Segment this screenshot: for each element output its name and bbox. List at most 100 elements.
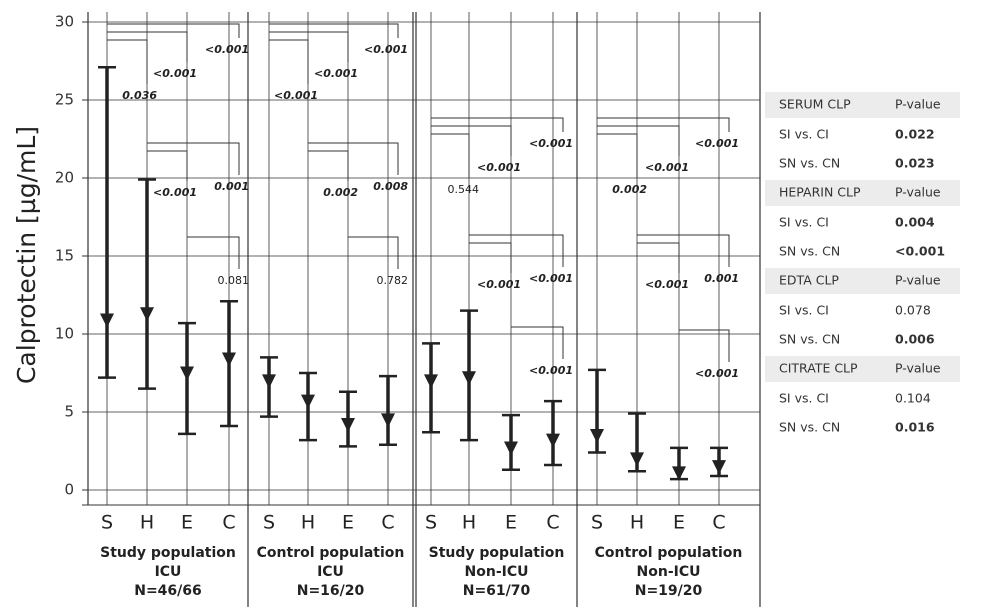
bracket (147, 150, 188, 181)
y-tick-label: 5 (64, 403, 74, 421)
p-value: <0.001 (645, 161, 689, 174)
table-cell: SN vs. CN (779, 332, 840, 347)
group-label: Control population (595, 545, 743, 561)
p-value: <0.001 (153, 186, 197, 199)
table-cell: SI vs. CI (779, 127, 829, 142)
y-tick-label: 0 (64, 481, 74, 499)
table-cell: SN vs. CN (779, 244, 840, 259)
x-tick-label: H (462, 512, 476, 534)
group-label: ICU (317, 564, 344, 580)
p-value: <0.001 (645, 278, 689, 291)
median-marker (424, 374, 438, 389)
p-value: <0.001 (695, 137, 739, 150)
p-value: <0.001 (314, 67, 358, 80)
p-value: <0.001 (153, 67, 197, 80)
group-label: N=16/20 (297, 583, 365, 599)
y-tick-label: 10 (55, 325, 74, 343)
table-cell: SI vs. CI (779, 391, 829, 406)
table-cell: 0.104 (895, 391, 931, 406)
group-label: Control population (257, 545, 405, 561)
table-header: EDTA CLP (779, 273, 839, 288)
x-tick-label: E (181, 512, 193, 534)
median-marker (140, 307, 154, 322)
bracket (597, 133, 638, 178)
median-marker (341, 418, 355, 433)
median-marker (262, 374, 276, 389)
table-cell: 0.023 (895, 156, 935, 171)
p-value: 0.544 (448, 183, 480, 196)
table-cell: SI vs. CI (779, 215, 829, 230)
group-label: N=19/20 (635, 583, 703, 599)
x-tick-label: C (381, 512, 394, 534)
table-cell: <0.001 (895, 244, 945, 259)
bracket (147, 142, 240, 175)
table-header: HEPARIN CLP (779, 185, 861, 200)
x-tick-label: S (101, 512, 113, 534)
p-value: 0.002 (612, 183, 647, 196)
table-cell: 0.022 (895, 127, 935, 142)
median-marker (712, 460, 726, 475)
bracket (431, 125, 512, 156)
bracket (348, 236, 399, 269)
bracket (679, 329, 730, 362)
x-tick-label: S (425, 512, 437, 534)
table-header: P-value (895, 273, 941, 288)
table-header: P-value (895, 97, 941, 112)
x-tick-label: H (140, 512, 154, 534)
bracket (107, 39, 148, 84)
table-header-bg (765, 356, 960, 382)
p-value: <0.001 (274, 89, 318, 102)
bracket (511, 326, 564, 359)
group-label: Non-ICU (637, 564, 701, 580)
p-value: <0.001 (477, 278, 521, 291)
bracket (308, 150, 349, 181)
y-tick-label: 20 (55, 169, 74, 187)
bracket (187, 236, 240, 269)
x-tick-label: C (546, 512, 559, 534)
bracket (269, 31, 349, 62)
p-value: <0.001 (529, 272, 573, 285)
bracket (431, 133, 470, 178)
table-header: SERUM CLP (779, 97, 851, 112)
x-tick-label: E (342, 512, 354, 534)
p-value: 0.001 (214, 180, 249, 193)
bracket (597, 117, 730, 132)
table-cell: SN vs. CN (779, 156, 840, 171)
table-cell: 0.006 (895, 332, 935, 347)
median-marker (180, 366, 194, 381)
bracket (107, 31, 188, 62)
table-cell: SI vs. CI (779, 303, 829, 318)
bracket (637, 242, 680, 273)
table-cell: SN vs. CN (779, 420, 840, 435)
x-tick-label: S (591, 512, 603, 534)
bracket (637, 234, 730, 267)
p-value: 0.782 (377, 274, 409, 287)
y-tick-label: 30 (55, 13, 74, 31)
p-value: <0.001 (529, 137, 573, 150)
group-label: Study population (100, 545, 236, 561)
median-marker (590, 428, 604, 443)
bracket (597, 125, 680, 156)
p-value: 0.008 (373, 180, 408, 193)
p-value: <0.001 (695, 367, 739, 380)
group-label: Non-ICU (465, 564, 529, 580)
table-header-bg (765, 180, 960, 206)
x-tick-label: E (505, 512, 517, 534)
median-marker (381, 413, 395, 428)
table-header-bg (765, 92, 960, 118)
p-value: 0.036 (122, 89, 157, 102)
bracket (107, 23, 240, 38)
bracket (431, 117, 564, 132)
x-tick-label: C (712, 512, 725, 534)
bracket (269, 39, 309, 84)
median-marker (546, 433, 560, 448)
median-marker (504, 441, 518, 456)
p-value: 0.081 (218, 274, 250, 287)
x-tick-label: E (673, 512, 685, 534)
p-value: 0.001 (704, 272, 739, 285)
median-marker (630, 452, 644, 467)
p-value: <0.001 (364, 43, 408, 56)
group-label: N=61/70 (463, 583, 531, 599)
y-tick-label: 25 (55, 91, 74, 109)
group-label: ICU (155, 564, 182, 580)
